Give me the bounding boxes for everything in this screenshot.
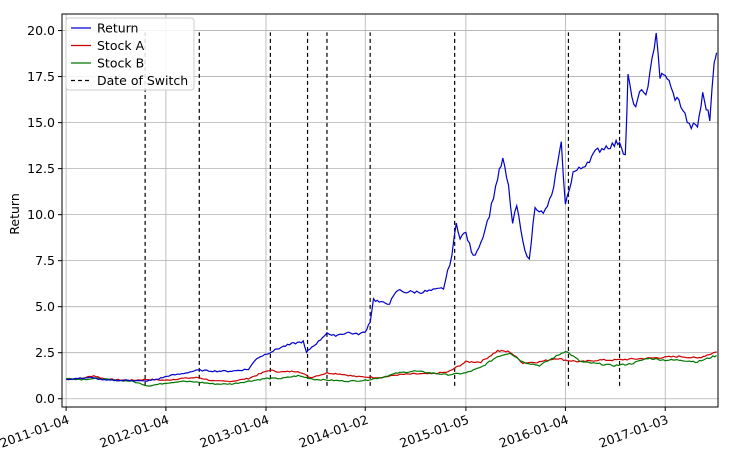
y-tick-label: 17.5 (27, 69, 55, 84)
y-tick-label: 0.0 (35, 391, 55, 406)
series-line-stock-b (66, 350, 717, 387)
legend-label: Stock A (97, 38, 145, 53)
switch-date-lines (144, 32, 621, 386)
x-axis-ticks: 2011-01-04 2012-01-04 2013-01-04 2014-01-02… (0, 407, 670, 451)
x-tick-label: 2012-01-04 (98, 412, 171, 451)
y-tick-label: 12.5 (27, 161, 55, 176)
y-tick-label: 15.0 (27, 115, 55, 130)
x-tick-label: 2016-01-04 (497, 412, 570, 451)
legend-label: Stock B (97, 56, 144, 71)
y-tick-label: 2.5 (35, 345, 55, 360)
y-axis-ticks: 0.0 2.5 5.0 7.5 10.0 12.5 15.0 17.5 20.0 (27, 23, 62, 406)
y-tick-label: 7.5 (35, 253, 55, 268)
legend: Return Stock A Stock B Date of Switch (65, 17, 195, 91)
x-tick-label: 2011-01-04 (0, 412, 71, 451)
legend-box (65, 17, 195, 91)
y-axis-label: Return (7, 193, 22, 234)
y-tick-label: 10.0 (27, 207, 55, 222)
plot-frame (61, 13, 719, 408)
y-tick-label: 20.0 (27, 23, 55, 38)
series-line-return (65, 32, 718, 382)
x-tick-label: 2014-01-02 (297, 412, 370, 451)
legend-label: Date of Switch (97, 73, 188, 88)
series-line-stock-a (66, 349, 717, 383)
x-tick-label: 2017-01-03 (597, 412, 670, 451)
y-tick-label: 5.0 (35, 299, 55, 314)
legend-label: Return (97, 21, 138, 36)
x-tick-label: 2013-01-04 (198, 412, 271, 451)
grid-lines (62, 14, 718, 407)
x-tick-label: 2015-01-05 (398, 412, 471, 451)
series-lines (65, 32, 718, 387)
